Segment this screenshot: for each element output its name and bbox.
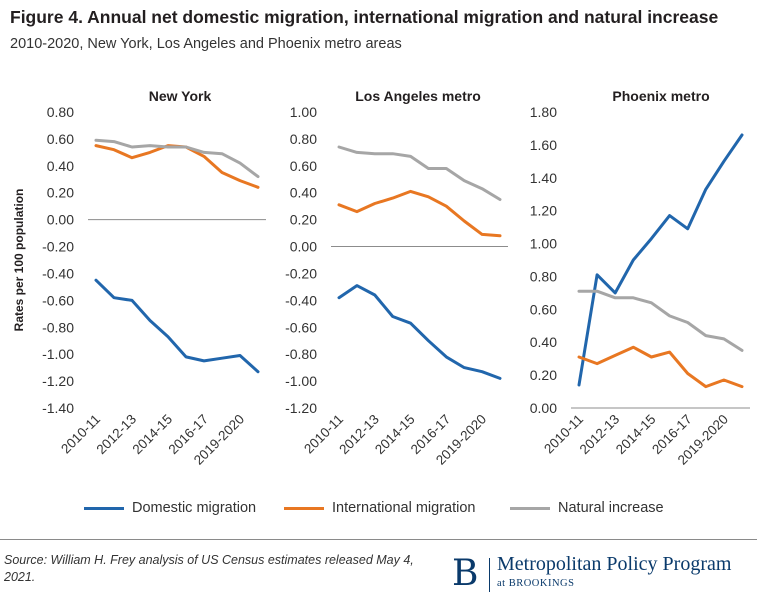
series-line-natural-new-york bbox=[94, 138, 260, 179]
y-tick-label-phoenix: 1.20 bbox=[530, 203, 557, 219]
y-tick-label-new-york: -1.00 bbox=[42, 346, 74, 362]
y-tick-label-los-angeles: 0.60 bbox=[290, 158, 317, 174]
footer-divider bbox=[0, 539, 757, 540]
y-tick-label-new-york: 0.40 bbox=[47, 158, 74, 174]
brookings-b-logo: B bbox=[452, 553, 479, 594]
series-line-natural-los-angeles bbox=[337, 145, 502, 201]
y-tick-label-los-angeles: 0.20 bbox=[290, 212, 317, 228]
y-axis-label: Rates per 100 population bbox=[12, 189, 26, 332]
y-tick-label-new-york: -0.20 bbox=[42, 239, 74, 255]
y-tick-label-phoenix: 1.60 bbox=[530, 137, 557, 153]
y-tick-label-los-angeles: -1.20 bbox=[285, 400, 317, 416]
y-tick-label-new-york: 0.20 bbox=[47, 185, 74, 201]
chart-legend: Domestic migration International migrati… bbox=[0, 500, 757, 528]
panel-title-los-angeles: Los Angeles metro bbox=[355, 88, 481, 104]
y-tick-label-new-york: -1.20 bbox=[42, 373, 74, 389]
legend-item-natural: Natural increase bbox=[510, 500, 664, 516]
chart-area: Rates per 100 population New York 0.80 0.60… bbox=[12, 88, 750, 468]
y-tick-label-los-angeles: -0.60 bbox=[285, 319, 317, 335]
legend-swatch-domestic bbox=[84, 506, 124, 510]
y-tick-label-phoenix: 0.00 bbox=[530, 400, 557, 416]
legend-item-domestic: Domestic migration bbox=[84, 500, 256, 516]
y-tick-label-new-york: 0.80 bbox=[47, 104, 74, 120]
brand-divider bbox=[489, 558, 490, 592]
y-tick-label-new-york: -0.80 bbox=[42, 319, 74, 335]
y-tick-label-phoenix: 1.40 bbox=[530, 170, 557, 186]
figure-title: Figure 4. Annual net domestic migration,… bbox=[10, 7, 719, 27]
y-tick-label-new-york: -0.60 bbox=[42, 292, 74, 308]
legend-swatch-natural bbox=[510, 506, 550, 510]
y-tick-label-los-angeles: 0.00 bbox=[290, 239, 317, 255]
legend-label-international: International migration bbox=[332, 500, 476, 516]
y-tick-label-phoenix: 0.40 bbox=[530, 334, 557, 350]
series-line-domestic-phoenix bbox=[577, 133, 744, 387]
y-tick-label-phoenix: 0.60 bbox=[530, 301, 557, 317]
y-tick-label-new-york: -0.40 bbox=[42, 265, 74, 281]
legend-label-natural: Natural increase bbox=[558, 500, 664, 516]
series-line-international-los-angeles bbox=[337, 189, 502, 238]
y-tick-label-los-angeles: -0.80 bbox=[285, 346, 317, 362]
y-tick-label-los-angeles: -0.40 bbox=[285, 292, 317, 308]
series-line-international-new-york bbox=[94, 144, 260, 189]
y-tick-label-phoenix: 0.20 bbox=[530, 367, 557, 383]
panel-title-new-york: New York bbox=[149, 88, 212, 104]
y-tick-label-phoenix: 1.00 bbox=[530, 236, 557, 252]
y-tick-label-new-york: 0.60 bbox=[47, 131, 74, 147]
source-note: Source: William H. Frey analysis of US C… bbox=[4, 553, 414, 584]
y-tick-label-los-angeles: -0.20 bbox=[285, 265, 317, 281]
y-tick-label-los-angeles: 0.40 bbox=[290, 185, 317, 201]
brand-name: Metropolitan Policy Program bbox=[497, 553, 732, 575]
y-tick-label-los-angeles: -1.00 bbox=[285, 373, 317, 389]
legend-item-international: International migration bbox=[284, 500, 475, 516]
series-line-natural-phoenix bbox=[577, 289, 744, 352]
figure-subtitle: 2010-2020, New York, Los Angeles and Pho… bbox=[10, 36, 402, 52]
panel-title-phoenix: Phoenix metro bbox=[612, 88, 709, 104]
y-tick-label-los-angeles: 1.00 bbox=[290, 104, 317, 120]
y-tick-label-new-york: 0.00 bbox=[47, 212, 74, 228]
series-line-domestic-new-york bbox=[94, 278, 260, 374]
series-line-international-phoenix bbox=[577, 345, 744, 389]
legend-swatch-international bbox=[284, 506, 324, 510]
y-tick-label-new-york: -1.40 bbox=[42, 400, 74, 416]
y-tick-label-los-angeles: 0.80 bbox=[290, 131, 317, 147]
series-line-domestic-los-angeles bbox=[337, 284, 502, 380]
brand-subtitle: at BROOKINGS bbox=[497, 578, 575, 589]
y-tick-label-phoenix: 0.80 bbox=[530, 268, 557, 284]
y-tick-label-phoenix: 1.80 bbox=[530, 104, 557, 120]
legend-label-domestic: Domestic migration bbox=[132, 500, 257, 516]
